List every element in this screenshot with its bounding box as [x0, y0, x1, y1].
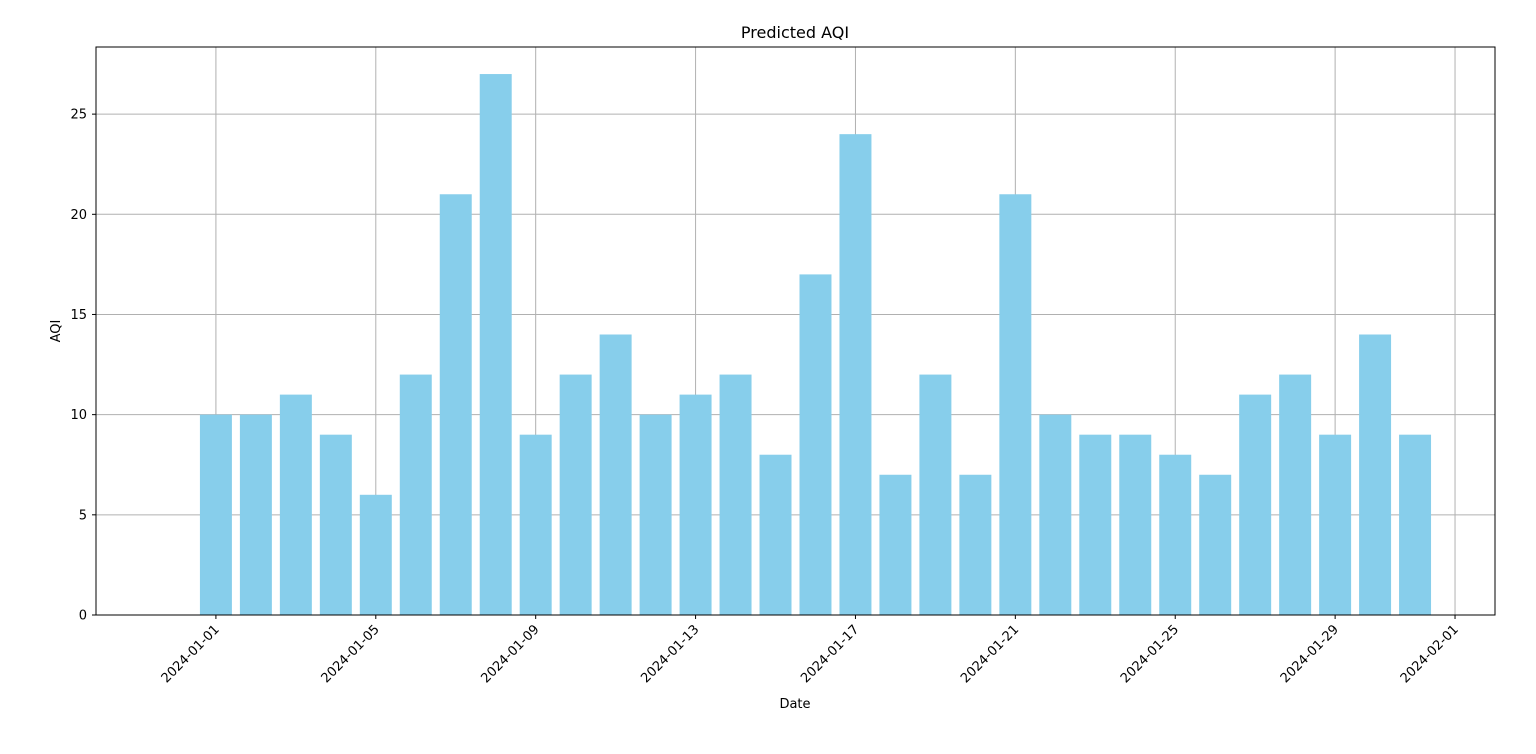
bar [599, 334, 632, 615]
x-tick-label: 2024-01-21 [958, 622, 1022, 686]
x-tick-label: 2024-01-17 [798, 622, 862, 686]
bar [319, 434, 352, 615]
bar [679, 394, 712, 615]
chart-title: Predicted AQI [741, 23, 849, 42]
bar [1119, 434, 1152, 615]
bar [1079, 434, 1112, 615]
y-tick-label: 15 [70, 308, 87, 323]
bar [879, 474, 912, 615]
bar [1199, 474, 1232, 615]
x-tick-label: 2024-01-25 [1118, 622, 1182, 686]
y-tick-label: 25 [70, 108, 87, 123]
bar [999, 194, 1032, 615]
x-tick-label: 2024-01-13 [638, 622, 702, 686]
bars [199, 74, 1432, 616]
x-tick-label: 2024-02-01 [1398, 622, 1462, 686]
bar [919, 374, 952, 615]
bar [1239, 394, 1272, 615]
bar [479, 74, 512, 616]
bar [1319, 434, 1352, 615]
x-axis-ticks: 2024-01-01 2024-01-05 2024-01-09 2024-01-13… [159, 615, 1462, 686]
x-tick-label: 2024-01-05 [319, 622, 383, 686]
x-tick-label: 2024-01-29 [1278, 622, 1342, 686]
x-tick-label: 2024-01-09 [478, 622, 542, 686]
bar [1399, 434, 1432, 615]
bar [519, 434, 552, 615]
bar [239, 414, 272, 615]
bar [639, 414, 672, 615]
bar [839, 134, 872, 615]
bar [959, 474, 992, 615]
y-axis-ticks: 0 5 10 15 20 25 [70, 108, 96, 624]
bar [1279, 374, 1312, 615]
y-tick-label: 10 [70, 408, 87, 423]
bar [279, 394, 312, 615]
bar [559, 374, 592, 615]
x-tick-label: 2024-01-01 [159, 622, 223, 686]
x-axis-title: Date [779, 697, 810, 712]
y-tick-label: 5 [79, 508, 87, 523]
bar [439, 194, 472, 615]
y-axis-title: AQI [49, 320, 64, 343]
bar [719, 374, 752, 615]
bar [359, 494, 392, 615]
bar [1159, 454, 1192, 615]
plot-frame [95, 46, 1496, 616]
y-tick-label: 0 [79, 609, 87, 624]
bar [1039, 414, 1072, 615]
bar [1359, 334, 1392, 615]
bar [399, 374, 432, 615]
bar [759, 454, 792, 615]
y-tick-label: 20 [70, 208, 87, 223]
bar [199, 414, 232, 615]
bar [799, 274, 832, 615]
